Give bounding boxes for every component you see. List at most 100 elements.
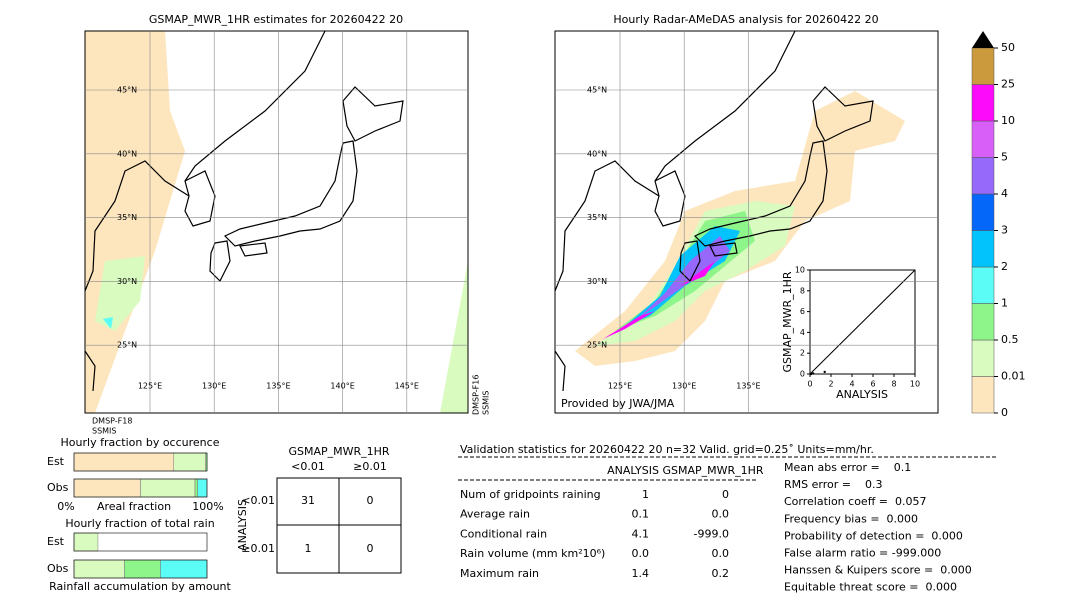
tick-label: 0.01 <box>1001 370 1026 383</box>
y-tick-label: 6 <box>800 307 805 316</box>
row-label: Num of gridpoints raining <box>460 488 601 501</box>
lon-label: 135°E <box>266 382 290 391</box>
lat-label: 25°N <box>117 341 137 350</box>
map-title: GSMAP_MWR_1HR estimates for 20260422 20 <box>149 13 403 26</box>
row-label: Average rain <box>460 508 530 521</box>
y-tick-label: 10 <box>795 266 805 275</box>
lat-label: 35°N <box>117 213 137 222</box>
color-box <box>971 303 995 341</box>
bar-segment <box>73 478 141 498</box>
bar-segment <box>173 452 206 472</box>
bar-segment <box>140 478 196 498</box>
bar-frame <box>73 478 208 498</box>
row-header: <0.01 <box>241 494 275 507</box>
cell: 31 <box>301 494 315 507</box>
title: GSMAP_MWR_1HR <box>288 445 389 458</box>
tick-label: 1 <box>1001 297 1008 310</box>
axis-label: 100% <box>192 500 223 513</box>
lon-label: 145°E <box>395 382 419 391</box>
tick-label: 50 <box>1001 41 1015 54</box>
x-tick-label: 10 <box>910 380 920 389</box>
bar-segment <box>197 478 208 498</box>
row-label: Est <box>47 535 65 548</box>
score: Correlation coeff = 0.057 <box>784 495 926 508</box>
tick-label: 10 <box>1001 114 1015 127</box>
row-label: Obs <box>47 481 69 494</box>
x-tick-label: 8 <box>891 380 896 389</box>
axis-label: 0% <box>57 500 74 513</box>
x-axis-label: ANALYSIS <box>836 388 888 401</box>
colorbar: 0 0.01 0.5 1 2 3 4 5 10 25 50 <box>971 31 1026 419</box>
color-box <box>971 84 995 122</box>
map-title: Hourly Radar-AMeDAS analysis for 2026042… <box>613 13 878 26</box>
cell: 4.1 <box>632 527 650 540</box>
lat-label: 45°N <box>587 86 607 95</box>
bar-segment <box>73 532 99 552</box>
row-label: Conditional rain <box>460 527 547 540</box>
credit: Provided by JWA/JMA <box>561 397 675 410</box>
diagonal <box>809 269 916 375</box>
color-box <box>971 339 995 377</box>
x-tick-label: 6 <box>870 380 875 389</box>
extend-arrow <box>972 31 994 48</box>
lat-label: 40°N <box>117 149 137 158</box>
y-tick-label: 2 <box>800 349 805 358</box>
row-label: Obs <box>47 562 69 575</box>
color-box <box>971 266 995 304</box>
tick-label: 25 <box>1001 78 1015 91</box>
bar-frame <box>73 532 208 552</box>
left-map <box>84 30 469 414</box>
score: Equitable threat score = 0.000 <box>784 581 957 594</box>
cell: 0 <box>367 494 374 507</box>
cell: -999.0 <box>694 527 729 540</box>
color-box <box>971 230 995 268</box>
bar-segment <box>73 559 125 579</box>
col-header: ≥0.01 <box>353 460 387 473</box>
lat-label: 35°N <box>587 213 607 222</box>
cell: 0 <box>367 542 374 555</box>
lat-label: 30°N <box>587 277 607 286</box>
tick-label: 0 <box>1001 406 1008 419</box>
y-axis-label: GSMAP_MWR_1HR <box>781 271 794 372</box>
score: Hanssen & Kuipers score = 0.000 <box>784 564 972 577</box>
tick-label: 5 <box>1001 151 1008 164</box>
row-header: ≥0.01 <box>241 542 275 555</box>
lon-label: 135°E <box>736 382 760 391</box>
bar-frame <box>73 559 208 579</box>
tick-label: 3 <box>1001 224 1008 237</box>
color-box <box>971 193 995 231</box>
color-box <box>971 157 995 195</box>
bar-frame <box>73 452 208 472</box>
cell: 0.0 <box>712 547 730 560</box>
lon-label: 125°E <box>608 382 632 391</box>
x-tick-label: 0 <box>807 380 812 389</box>
color-box <box>971 47 995 85</box>
lat-label: 45°N <box>117 86 137 95</box>
bar-segment <box>124 559 161 579</box>
lon-label: 130°E <box>202 382 226 391</box>
col-header: ANALYSIS <box>607 464 659 477</box>
cell: 0.0 <box>712 508 730 521</box>
point <box>809 372 813 376</box>
lon-label: 125°E <box>138 382 162 391</box>
y-tick-label: 0 <box>800 370 805 379</box>
color-box <box>971 120 995 158</box>
footer: Rainfall accumulation by amount <box>49 580 231 593</box>
tick-label: 4 <box>1001 187 1008 200</box>
point <box>811 372 815 375</box>
score: False alarm ratio = -999.000 <box>784 547 941 560</box>
col-header: GSMAP_MWR_1HR <box>662 464 763 477</box>
lon-label: 130°E <box>672 382 696 391</box>
row-label: Rain volume (mm km²10⁶) <box>460 547 605 560</box>
score: Mean abs error = 0.1 <box>784 461 911 474</box>
title: Hourly fraction by occurence <box>61 436 220 449</box>
point <box>823 370 826 374</box>
y-tick-label: 4 <box>800 328 805 337</box>
row-label: Maximum rain <box>460 567 539 580</box>
tick-label: 2 <box>1001 260 1008 273</box>
score: Frequency bias = 0.000 <box>784 512 918 525</box>
cell: 0.1 <box>632 508 650 521</box>
x-tick-label: 2 <box>828 380 833 389</box>
right-map <box>554 30 939 414</box>
